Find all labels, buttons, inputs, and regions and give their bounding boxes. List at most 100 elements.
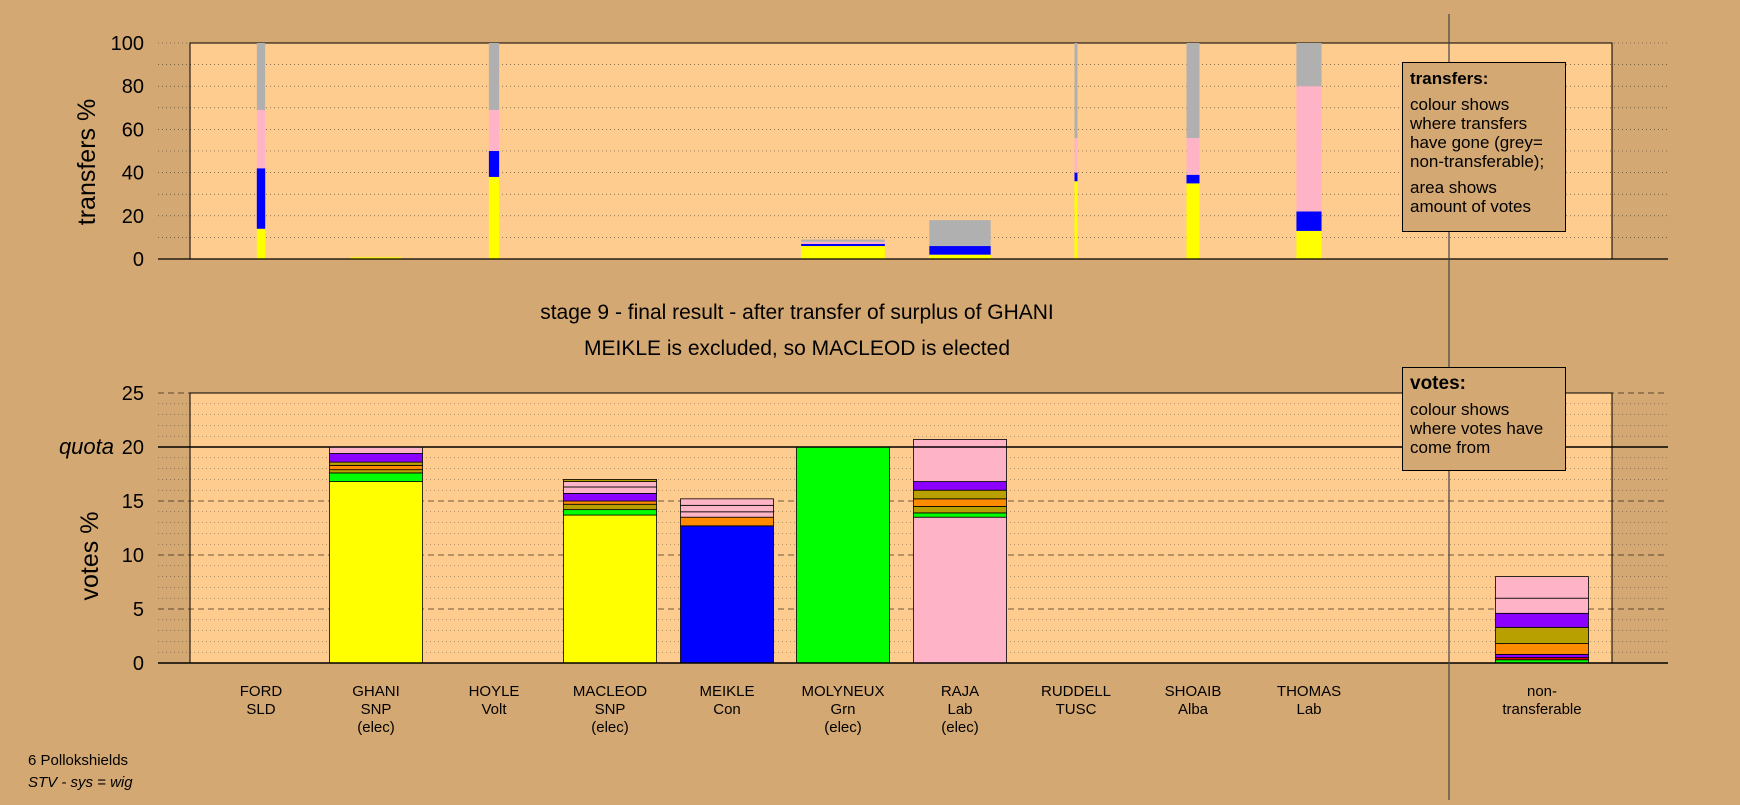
candidate-name-label: MOLYNEUX [801,683,884,700]
transfer-segment-ford-lab [256,109,266,169]
candidate-status-label: (elec) [591,719,629,736]
transfer-segment-thomas-con [1296,211,1322,231]
transfers-y-axis-title: transfers % [73,99,101,225]
vote-segment-raja-alba [913,481,1007,491]
transfer-segment-shoaib-nontransferable [1186,43,1200,139]
vote-segment-non-lab [1495,576,1589,599]
vote-segment-ghani-volt [329,461,423,466]
vote-segment-macleod-lab [563,486,657,494]
candidate-name-label: RAJA [941,683,979,700]
transfer-segment-molyneux-nontransferable [801,239,885,242]
transfer-segment-thomas-snp [1296,230,1322,259]
vote-segment-ghani-alba [329,453,423,463]
votes-y-tick-label: 20 [122,437,144,459]
candidate-name-label: MACLEOD [573,683,647,700]
transfer-segment-shoaib-lab [1186,138,1200,175]
candidate-party-label: Alba [1178,701,1209,718]
candidate-party-label: Grn [830,701,855,718]
candidate-party-label: TUSC [1056,701,1097,718]
votes-y-axis-title: votes % [76,512,104,601]
votes-plot-area [189,392,1613,664]
vote-segment-meikle-lab [680,504,774,513]
chart-title: stage 9 - final result - after transfer … [540,301,1054,324]
transfer-segment-hoyle-lab [488,109,500,151]
votes-y-tick-label: 10 [122,545,144,567]
transfer-segment-hoyle-nontransferable [488,43,500,110]
candidate-party-label: SLD [246,701,275,718]
candidate-name-label: HOYLE [469,683,520,700]
vote-segment-raja-lab [913,439,1007,482]
footer-system: STV - sys = wig [28,774,133,791]
candidate-party-label: Lab [1296,701,1321,718]
quota-label: quota [59,434,114,459]
candidate-party-label: Lab [947,701,972,718]
footer-ward: 6 Pollokshields [28,752,129,769]
vote-segment-non-sld [1495,643,1589,655]
vote-segment-meikle-con [680,525,774,664]
vote-segment-macleod-lab [563,481,657,488]
transfers-y-tick-label: 40 [122,163,144,185]
vote-segment-raja-grn [913,512,1007,518]
vote-segment-macleod-snp [563,514,657,664]
candidate-party-label: SNP [595,701,626,718]
transfers-y-tick-label: 60 [122,119,144,141]
votes-y-tick-label: 15 [122,491,144,513]
transfer-segment-molyneux-con [801,243,885,247]
vote-segment-non-volt [1495,626,1589,644]
candidate-name-label: GHANI [352,683,400,700]
vote-segment-non-lab [1495,597,1589,614]
vote-segment-raja-volt [913,489,1007,500]
candidate-party-label: Con [713,701,741,718]
vote-segment-ghani-lab [329,446,423,454]
vote-segment-meikle-lab [680,498,774,506]
transfer-segment-ruddell-nontransferable [1074,43,1078,139]
transfer-segment-thomas-lab [1296,86,1322,212]
transfer-segment-raja-con [929,246,991,255]
transfer-segment-hoyle-snp [488,176,500,259]
votes-legend: votes: colour shows where votes have com… [1402,367,1566,471]
transfer-segment-ghani-snp [350,257,402,259]
chart-subtitle: MEIKLE is excluded, so MACLEOD is electe… [584,337,1010,360]
candidate-name-label: THOMAS [1277,683,1341,700]
candidate-party-label: SNP [361,701,392,718]
vote-segment-macleod-grn [563,509,657,516]
transfer-segment-raja-snp [929,254,991,259]
transfers-y-tick-label: 20 [122,206,144,228]
transfers-y-tick-label: 80 [122,76,144,98]
candidate-status-label: (elec) [824,719,862,736]
vote-segment-macleod-volt [563,503,657,511]
transfers-y-tick-label: 100 [111,33,144,55]
transfer-segment-raja-nontransferable [929,220,991,247]
vote-segment-ghani-sld [329,464,423,471]
transfer-segment-hoyle-con [488,151,500,177]
vote-segment-ghani-grn [329,472,423,482]
vote-segment-macleod-sld [563,500,657,505]
transfers-legend: transfers: colour shows where transfers … [1402,62,1566,232]
transfer-segment-shoaib-con [1186,174,1200,184]
candidate-party-label: Volt [481,701,507,718]
vote-segment-non-alba [1495,653,1589,658]
candidate-status-label: (elec) [357,719,395,736]
transfer-segment-ford-nontransferable [256,43,266,110]
vote-segment-macleod-alba [563,493,657,502]
votes-y-tick-label: 25 [122,383,144,405]
transfer-segment-ford-snp [256,228,266,259]
transfer-segment-shoaib-snp [1186,183,1200,259]
transfer-segment-ford-con [256,168,266,229]
candidate-party-label: transferable [1502,701,1581,718]
candidate-status-label: (elec) [941,719,979,736]
transfers-legend-colour-text: colour shows where transfers have gone (… [1410,95,1545,171]
vote-segment-macleod-volt [563,478,657,482]
votes-y-tick-label: 5 [133,599,144,621]
candidate-name-label: FORD [240,683,283,700]
vote-segment-raja-lab [913,516,1007,664]
candidate-name-label: SHOAIB [1165,683,1222,700]
vote-segment-molyneux-grn [796,446,890,664]
transfer-segment-ruddell-snp [1074,181,1078,259]
transfer-segment-ruddell-con [1074,172,1078,182]
candidate-name-label: non- [1527,683,1557,700]
vote-segment-ghani-volt [329,469,423,474]
vote-segment-raja-volt [913,505,1007,514]
